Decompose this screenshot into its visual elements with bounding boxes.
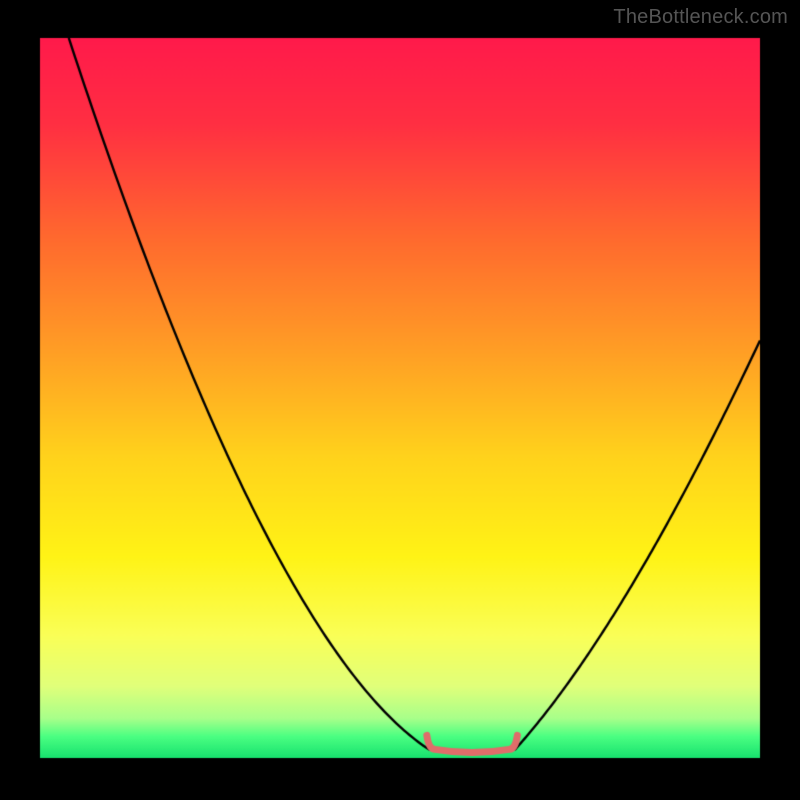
bottleneck-curve-chart	[0, 0, 800, 800]
watermark-label: TheBottleneck.com	[613, 6, 788, 29]
chart-root: TheBottleneck.com	[0, 0, 800, 800]
